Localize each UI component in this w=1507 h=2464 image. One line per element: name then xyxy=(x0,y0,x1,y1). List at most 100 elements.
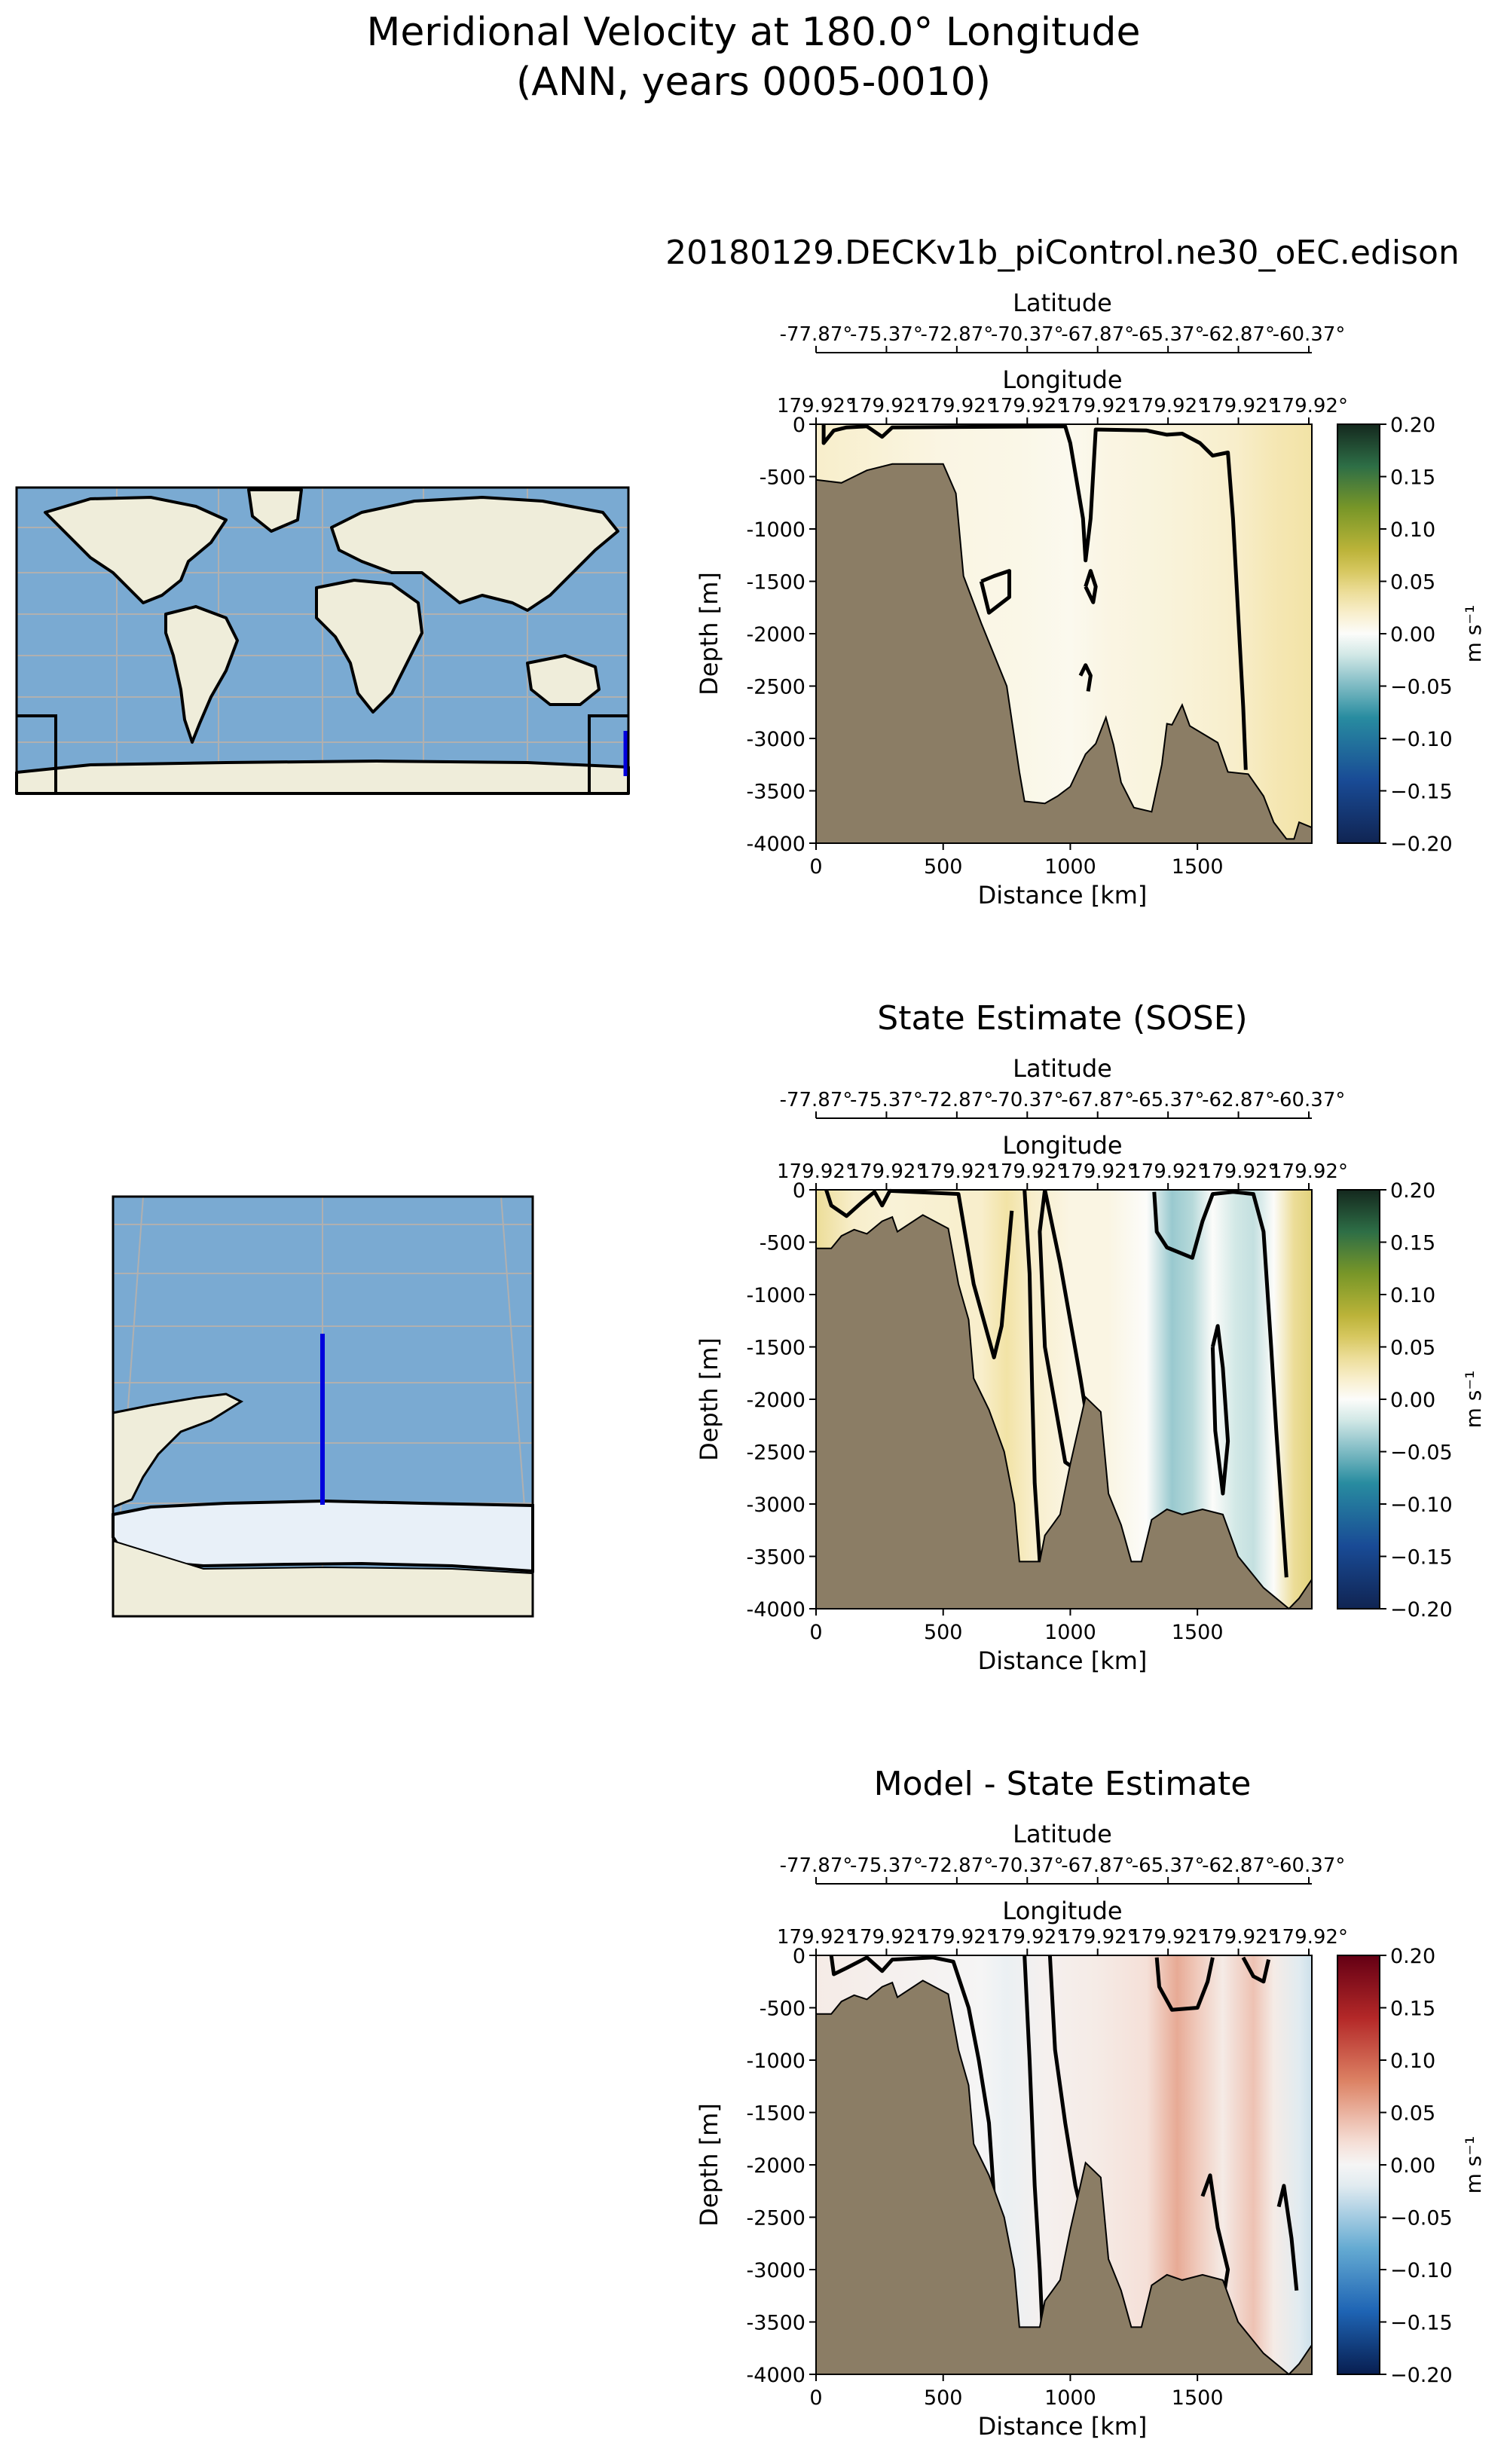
colorbar-tick-label: 0.20 xyxy=(1390,1945,1435,1968)
colorbar-tick-label: −0.20 xyxy=(1390,1598,1453,1622)
secondary-tick-label: 179.92° xyxy=(918,1160,996,1183)
secondary-tick-label: -62.87° xyxy=(1202,1854,1275,1877)
colorbar-tick-label: 0.15 xyxy=(1390,466,1435,490)
region-box-outline xyxy=(17,714,628,793)
zero-contour xyxy=(1200,2173,1230,2302)
longitude-axis-label: Longitude xyxy=(1002,1131,1122,1160)
x-axis-label: Distance [km] xyxy=(978,1646,1148,1675)
colorbar-tick-label: 0.20 xyxy=(1390,1179,1435,1203)
secondary-tick-label: -70.37° xyxy=(991,1854,1064,1877)
colorbar-tick-label: −0.20 xyxy=(1390,833,1453,856)
y-tick-label: 0 xyxy=(793,1179,805,1203)
secondary-tick-label: 179.92° xyxy=(777,395,855,417)
y-tick-label: -3500 xyxy=(747,2312,805,2335)
colorbar-tick-label: −0.10 xyxy=(1390,1493,1453,1517)
zero-contour xyxy=(1022,1189,1042,1562)
panel-model: 20180129.DECKv1b_piControl.ne30_oEC.edis… xyxy=(665,234,1486,909)
y-tick-label: -1500 xyxy=(747,1337,805,1360)
zero-contour xyxy=(1241,1956,1271,1984)
y-tick-label: -3500 xyxy=(747,781,805,804)
zero-contour xyxy=(1152,1190,1288,1578)
antarctica xyxy=(15,760,630,795)
colorbar-tick-label: 0.10 xyxy=(1390,1284,1435,1307)
x-tick-label: 1500 xyxy=(1172,1621,1224,1644)
x-tick-label: 500 xyxy=(924,1621,963,1644)
secondary-tick-label: 179.92° xyxy=(918,395,996,417)
secondary-tick-label: 179.92° xyxy=(1200,1160,1278,1183)
secondary-tick-label: 179.92° xyxy=(988,1926,1066,1949)
colorbar-tick-label: −0.10 xyxy=(1390,728,1453,751)
figure-title-line2: (ANN, years 0005-0010) xyxy=(516,60,991,105)
secondary-tick-label: 179.92° xyxy=(847,1926,925,1949)
y-tick-label: -1500 xyxy=(747,571,805,595)
y-tick-label: -2000 xyxy=(747,2154,805,2178)
secondary-tick-label: -72.87° xyxy=(920,323,993,346)
colorbar xyxy=(1337,1955,1380,2375)
secondary-tick-label: 179.92° xyxy=(1200,395,1278,417)
y-tick-label: -2500 xyxy=(747,2207,805,2230)
x-tick-label: 1000 xyxy=(1044,855,1096,879)
secondary-tick-label: 179.92° xyxy=(777,1926,855,1949)
secondary-tick-label: 179.92° xyxy=(847,1160,925,1183)
y-axis-label: Depth [m] xyxy=(695,1337,723,1461)
x-axis-label: Distance [km] xyxy=(978,2412,1148,2441)
y-axis-label: Depth [m] xyxy=(695,2103,723,2227)
secondary-tick-label: -72.87° xyxy=(920,1854,993,1877)
secondary-tick-label: 179.92° xyxy=(847,395,925,417)
colorbar-tick-label: −0.05 xyxy=(1390,1441,1453,1465)
x-tick-label: 0 xyxy=(809,1621,822,1644)
secondary-tick-label: -62.87° xyxy=(1202,323,1275,346)
secondary-tick-label: -70.37° xyxy=(991,323,1064,346)
bathymetry xyxy=(815,463,1313,844)
secondary-tick-label: -60.37° xyxy=(1273,323,1346,346)
y-tick-label: -1000 xyxy=(747,1284,805,1307)
secondary-tick-label: -65.37° xyxy=(1132,323,1205,346)
panel-title: 20180129.DECKv1b_piControl.ne30_oEC.edis… xyxy=(665,234,1460,272)
latitude-axis-label: Latitude xyxy=(1013,1054,1112,1083)
colorbar-tick-label: 0.05 xyxy=(1390,1337,1435,1360)
y-tick-label: -500 xyxy=(760,466,805,490)
secondary-tick-label: -77.87° xyxy=(780,323,853,346)
x-tick-label: 1000 xyxy=(1044,1621,1096,1644)
secondary-tick-label: -62.87° xyxy=(1202,1089,1275,1111)
y-tick-label: -3000 xyxy=(747,1493,805,1517)
secondary-tick-label: -65.37° xyxy=(1132,1089,1205,1111)
x-tick-label: 0 xyxy=(809,855,822,879)
secondary-tick-label: 179.92° xyxy=(1059,1160,1137,1183)
colorbar-tick-label: −0.15 xyxy=(1390,781,1453,804)
bathymetry xyxy=(815,1979,1313,2376)
panel-title: State Estimate (SOSE) xyxy=(877,999,1247,1038)
eurasia xyxy=(330,496,619,612)
y-tick-label: -4000 xyxy=(747,2364,805,2387)
y-axis-label: Depth [m] xyxy=(695,572,723,695)
secondary-tick-label: -60.37° xyxy=(1273,1854,1346,1877)
zero-contour xyxy=(1078,663,1093,692)
secondary-tick-label: 179.92° xyxy=(1129,1160,1207,1183)
colorbar-tick-label: 0.05 xyxy=(1390,2102,1435,2126)
x-tick-label: 0 xyxy=(809,2386,822,2410)
antarctic-land xyxy=(112,1392,244,1509)
secondary-tick-label: 179.92° xyxy=(777,1160,855,1183)
colorbar-tick-label: 0.00 xyxy=(1390,1389,1435,1412)
zero-contour xyxy=(821,424,1248,770)
colorbar-tick-label: −0.05 xyxy=(1390,676,1453,699)
colorbar-tick-label: −0.20 xyxy=(1390,2364,1453,2387)
y-tick-label: -3000 xyxy=(747,728,805,751)
colorbar-tick-label: −0.15 xyxy=(1390,1546,1453,1570)
x-tick-label: 1500 xyxy=(1172,2386,1224,2410)
x-tick-label: 1500 xyxy=(1172,855,1224,879)
secondary-tick-label: 179.92° xyxy=(988,1160,1066,1183)
secondary-tick-label: 179.92° xyxy=(1270,1926,1348,1949)
figure-title-line1: Meridional Velocity at 180.0° Longitude xyxy=(366,10,1140,55)
x-tick-label: 500 xyxy=(924,2386,963,2410)
colorbar-label: m s⁻¹ xyxy=(1461,1371,1486,1429)
y-tick-label: -500 xyxy=(760,1998,805,2021)
north-america xyxy=(44,496,228,604)
world-overview-map xyxy=(15,486,630,795)
colorbar-tick-label: 0.15 xyxy=(1390,1998,1435,2021)
longitude-axis-label: Longitude xyxy=(1002,365,1122,394)
y-tick-label: -1000 xyxy=(747,2050,805,2073)
panel-title: Model - State Estimate xyxy=(874,1765,1252,1803)
secondary-tick-label: -75.37° xyxy=(850,323,923,346)
